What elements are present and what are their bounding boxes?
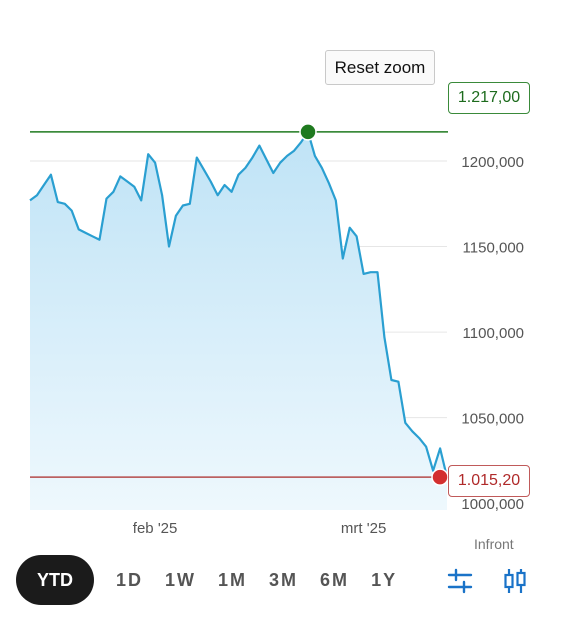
y-tick-label: 1000,000 (461, 496, 524, 513)
y-tick-label: 1150,000 (463, 240, 524, 257)
filter-sliders-icon[interactable] (445, 566, 475, 596)
range-1m-button[interactable]: 1M (218, 569, 248, 590)
high-point-marker (299, 123, 317, 141)
y-tick-label: 1100,000 (463, 325, 524, 342)
series-line (29, 130, 449, 478)
range-3m-button[interactable]: 3M (269, 569, 299, 590)
range-1w-button[interactable]: 1W (165, 569, 197, 590)
x-tick-label: mrt '25 (341, 520, 386, 537)
low-point-marker (431, 468, 449, 486)
range-1d-button[interactable]: 1D (116, 569, 144, 590)
series-area (30, 131, 447, 510)
x-tick-label: feb '25 (133, 520, 178, 537)
data-credit: Infront (474, 536, 514, 552)
reset-zoom-button[interactable]: Reset zoom (325, 50, 435, 85)
range-1y-button[interactable]: 1Y (371, 569, 398, 590)
y-tick-label: 1200,000 (461, 154, 524, 171)
range-ytd-button[interactable]: YTD (16, 555, 94, 605)
time-range-selector: YTD 1D 1W 1M 3M 6M 1Y (16, 555, 556, 605)
high-price-label: 1.217,00 (448, 82, 530, 114)
range-6m-button[interactable]: 6M (320, 569, 350, 590)
low-price-label: 1.015,20 (448, 465, 530, 497)
candlestick-icon[interactable] (500, 566, 530, 596)
y-tick-label: 1050,000 (461, 411, 524, 428)
